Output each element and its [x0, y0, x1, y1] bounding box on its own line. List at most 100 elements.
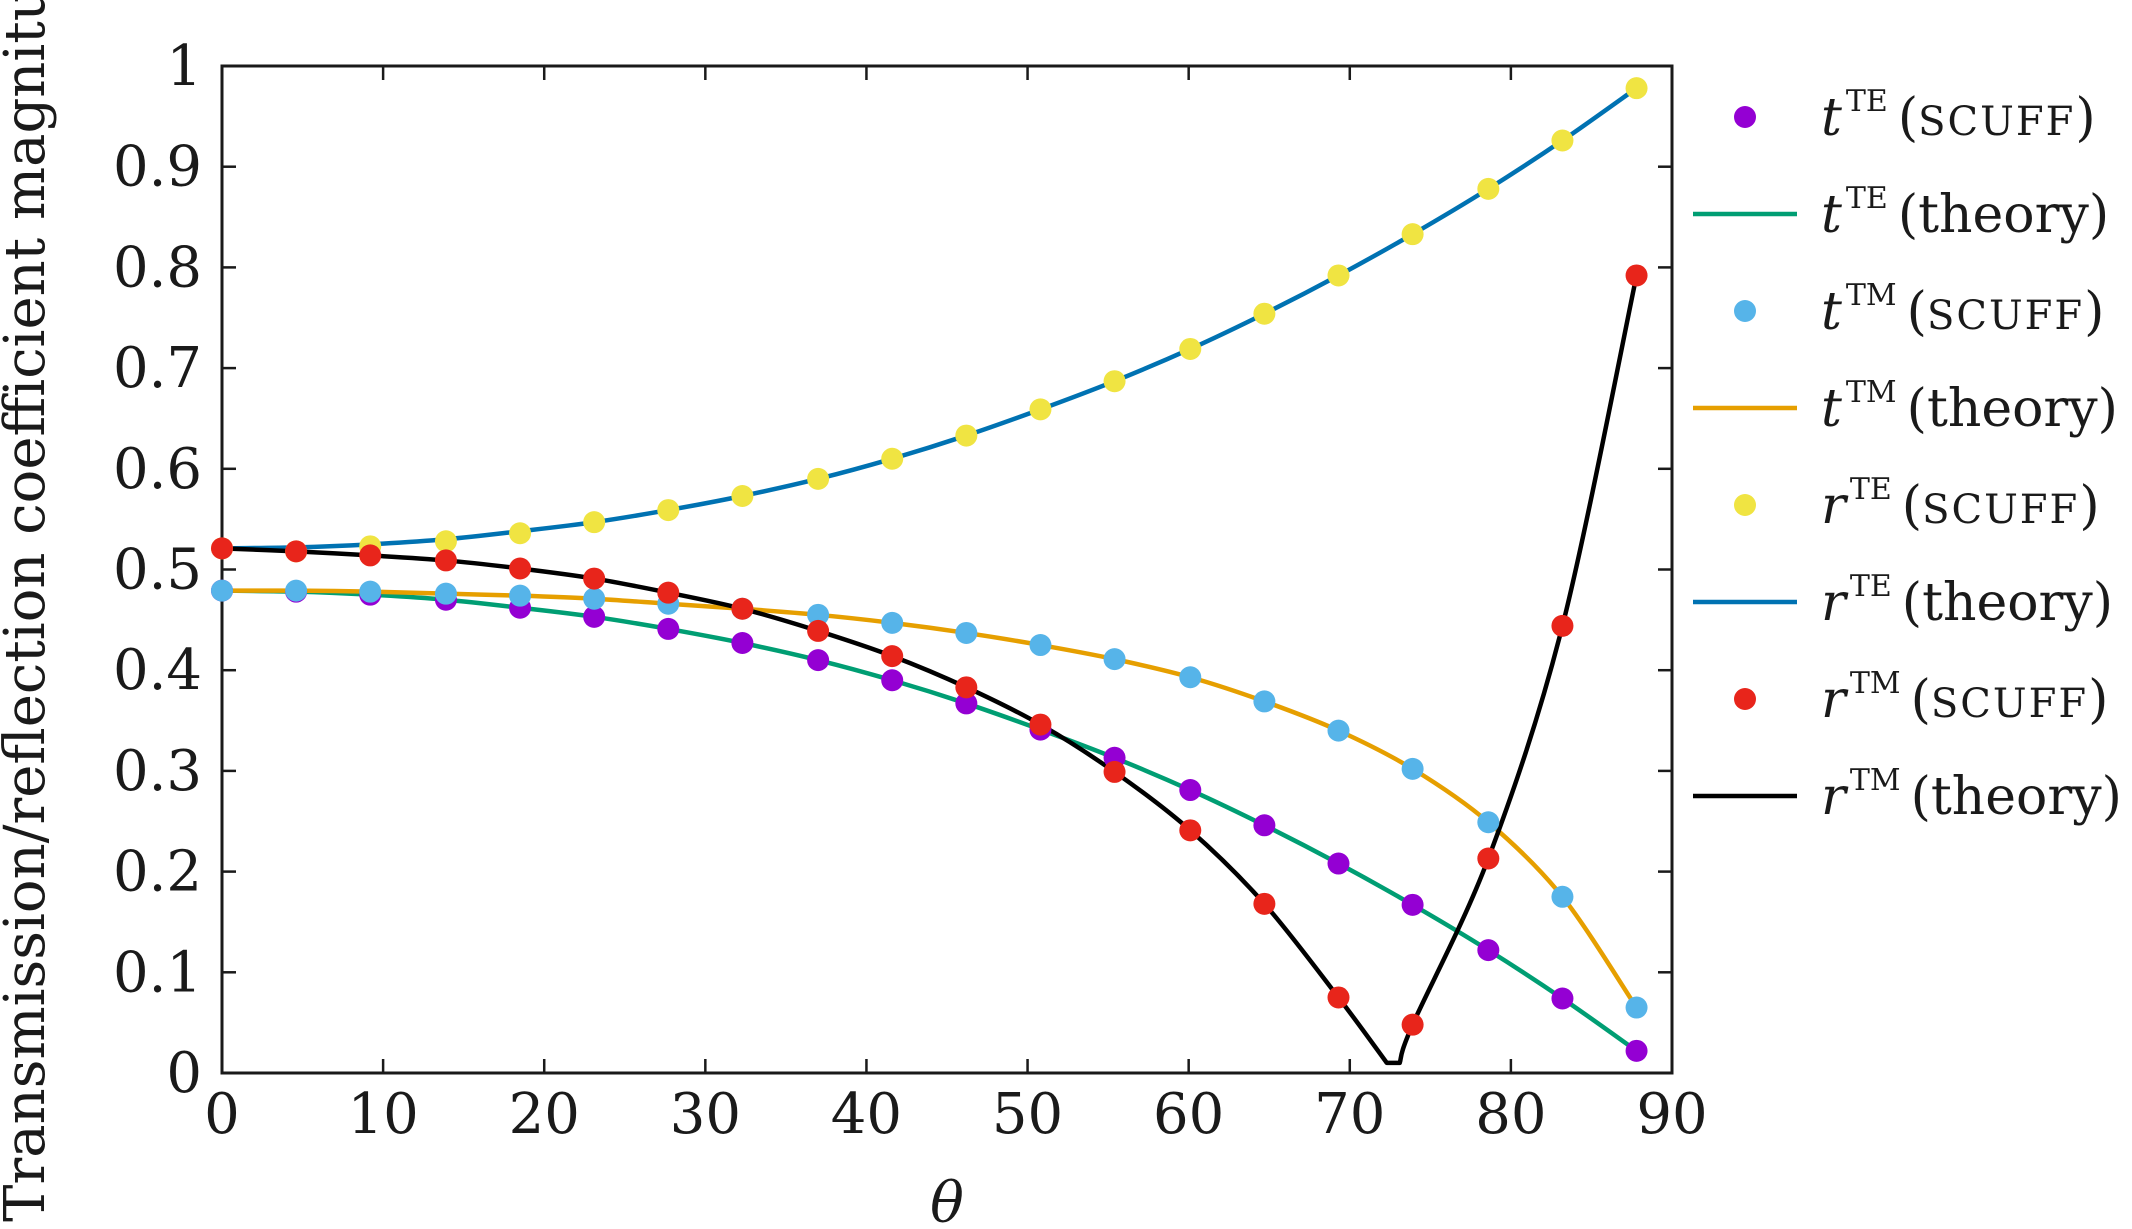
data-point-t-tm-scuff	[285, 579, 308, 602]
data-point-r-tm-scuff	[1253, 892, 1276, 915]
legend-label: t TE (theory)	[1821, 181, 2109, 245]
legend-label: t TE (SCUFF)	[1821, 84, 2096, 148]
legend-marker	[1734, 106, 1756, 128]
series-line-t-tm-theory	[221, 588, 1639, 1009]
x-axis-title: θ	[930, 1171, 964, 1229]
legend-label: r TE (theory)	[1821, 569, 2113, 633]
series-markers	[211, 77, 1648, 1062]
plot-area-frame	[220, 64, 1674, 1075]
y-tick-label: 0.4	[113, 638, 202, 703]
data-point-r-tm-scuff	[434, 549, 457, 572]
y-tick-label: 0.1	[113, 940, 202, 1005]
data-point-t-tm-scuff	[1179, 666, 1202, 689]
y-axis: 0 0.1 0.2 0.3 0.4 0.5 0.6 0.7 0.8 0.9 1	[113, 34, 1672, 1106]
legend-marker	[1734, 300, 1756, 322]
x-tick-label: 70	[1314, 1082, 1385, 1147]
data-point-r-te-scuff	[807, 467, 830, 490]
legend-label: r TE (SCUFF)	[1821, 472, 2100, 536]
data-point-r-te-scuff	[1401, 223, 1424, 246]
data-point-t-tm-scuff	[434, 582, 457, 605]
y-tick-label: 0.7	[113, 336, 202, 401]
data-point-r-tm-scuff	[881, 645, 904, 668]
data-point-t-te-scuff	[1179, 779, 1202, 802]
data-point-r-tm-scuff	[583, 567, 606, 590]
data-point-r-tm-scuff	[807, 619, 830, 642]
series-line-t-te-theory	[221, 588, 1638, 1053]
data-point-r-te-scuff	[509, 522, 532, 545]
x-tick-label: 20	[509, 1082, 580, 1147]
data-point-r-te-scuff	[434, 530, 457, 553]
x-tick-label: 30	[670, 1082, 741, 1147]
data-point-r-te-scuff	[1477, 177, 1500, 200]
data-point-r-tm-scuff	[1327, 986, 1350, 1009]
data-point-r-te-scuff	[583, 511, 606, 534]
data-point-r-te-scuff	[1253, 302, 1276, 325]
data-point-r-te-scuff	[657, 499, 680, 522]
y-tick-label: 0	[166, 1041, 202, 1106]
data-point-r-te-scuff	[1551, 129, 1574, 152]
data-point-t-tm-scuff	[583, 587, 606, 610]
x-tick-label: 60	[1153, 1082, 1224, 1147]
legend-label: r TM (theory)	[1821, 763, 2122, 827]
legend-marker	[1734, 494, 1756, 516]
data-point-t-tm-scuff	[1327, 719, 1350, 742]
data-point-t-tm-scuff	[1029, 634, 1052, 657]
data-point-r-te-scuff	[1625, 77, 1648, 100]
data-point-t-tm-scuff	[1253, 690, 1276, 713]
data-point-t-tm-scuff	[211, 579, 233, 602]
data-point-t-te-scuff	[1551, 987, 1574, 1010]
data-point-t-te-scuff	[1327, 852, 1350, 875]
data-point-r-tm-scuff	[285, 540, 308, 563]
data-point-t-tm-scuff	[955, 621, 978, 644]
data-point-r-tm-scuff	[1551, 614, 1574, 637]
data-point-r-te-scuff	[1029, 398, 1052, 421]
data-point-r-tm-scuff	[1401, 1013, 1424, 1036]
x-axis: 0 10 20 30 40 50 60 70 80 90	[204, 66, 1708, 1147]
data-point-t-tm-scuff	[1477, 811, 1500, 834]
x-tick-label: 80	[1475, 1082, 1546, 1147]
data-point-t-tm-scuff	[807, 603, 830, 626]
series-line-r-tm-theory	[221, 274, 1639, 1066]
data-point-r-tm-scuff	[657, 581, 680, 604]
data-point-t-tm-scuff	[509, 584, 532, 607]
x-tick-label: 10	[347, 1082, 418, 1147]
data-point-t-te-scuff	[955, 692, 978, 715]
data-point-t-te-scuff	[807, 649, 830, 672]
y-tick-label: 0.3	[113, 739, 202, 804]
data-point-r-tm-scuff	[731, 597, 754, 620]
data-point-t-te-scuff	[1477, 939, 1500, 962]
data-point-r-tm-scuff	[211, 537, 233, 560]
x-tick-label: 0	[204, 1082, 240, 1147]
data-point-t-te-scuff	[657, 617, 680, 640]
y-tick-label: 0.9	[113, 135, 202, 200]
y-tick-label: 0.2	[113, 840, 202, 905]
y-axis-title: Transmission/reflection coefficient magn…	[0, 0, 58, 1222]
data-point-t-tm-scuff	[1103, 648, 1126, 671]
data-point-r-tm-scuff	[1477, 847, 1500, 870]
data-point-r-te-scuff	[881, 447, 904, 470]
legend-label: t TM (theory)	[1821, 375, 2118, 439]
data-point-r-tm-scuff	[359, 544, 382, 567]
legend-marker	[1734, 688, 1756, 710]
data-point-t-tm-scuff	[1551, 885, 1574, 908]
data-point-t-tm-scuff	[1625, 996, 1648, 1019]
data-point-t-te-scuff	[731, 632, 754, 655]
data-point-t-te-scuff	[583, 605, 606, 628]
x-tick-label: 90	[1636, 1082, 1707, 1147]
y-tick-label: 0.5	[113, 538, 202, 603]
data-point-t-te-scuff	[881, 669, 904, 692]
series-line-r-te-theory	[221, 86, 1638, 551]
data-point-t-te-scuff	[1625, 1039, 1648, 1062]
y-tick-label: 1	[166, 34, 202, 99]
data-point-r-tm-scuff	[509, 557, 532, 580]
data-point-t-te-scuff	[1401, 893, 1424, 916]
data-point-r-te-scuff	[1179, 337, 1202, 360]
data-point-r-tm-scuff	[1029, 713, 1052, 736]
data-point-r-te-scuff	[731, 484, 754, 507]
x-tick-label: 50	[992, 1082, 1063, 1147]
legend-label: r TM (SCUFF)	[1821, 666, 2108, 730]
y-tick-label: 0.8	[113, 235, 202, 300]
legend: t TE (SCUFF) t TE (theory) t TM (SCUFF) t TM (theor…	[1693, 84, 2122, 827]
legend-label: t TM (SCUFF)	[1821, 278, 2104, 342]
